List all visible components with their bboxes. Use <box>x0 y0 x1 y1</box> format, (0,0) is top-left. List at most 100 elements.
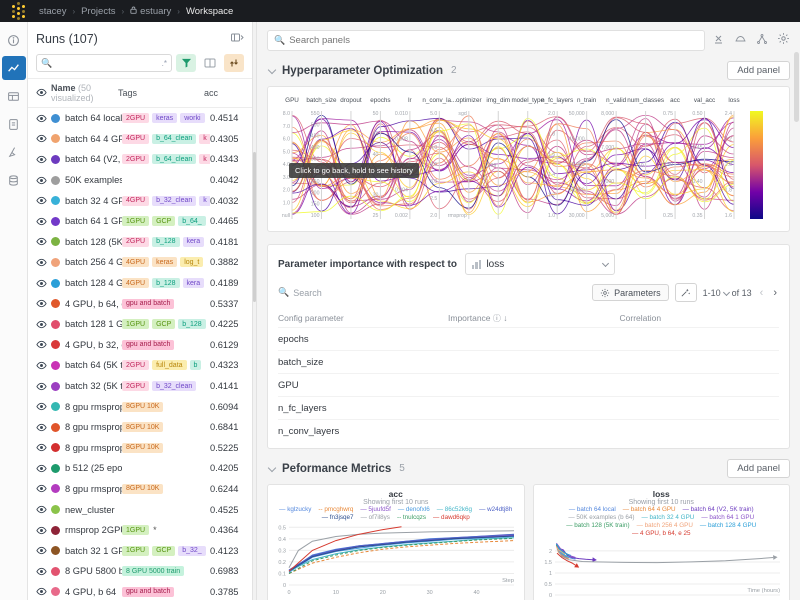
page-range[interactable]: 1-10 <box>702 287 721 298</box>
pc-axis-label[interactable]: optimizer <box>456 97 482 104</box>
metric-select-dropdown[interactable]: loss <box>464 253 615 275</box>
run-row[interactable]: batch 64 (V2, 5K train)2GPUb_64_cleank0.… <box>28 149 252 170</box>
column-header-tags[interactable]: Tags <box>118 88 138 98</box>
visibility-eye-icon[interactable] <box>36 566 51 577</box>
runs-scrollbar[interactable] <box>253 152 256 302</box>
runs-search-box[interactable]: 🔍 .* <box>36 54 172 72</box>
run-row[interactable]: 8 gpu rmsprop b 128 e 508GPU 10K 0.6841 <box>28 417 252 438</box>
artifacts-database-icon[interactable] <box>2 168 26 192</box>
run-row[interactable]: new_cluster 0.4525 <box>28 499 252 520</box>
legend-item[interactable]: — batch 128 (5K train) <box>566 522 630 529</box>
collapse-panel-icon[interactable] <box>231 30 244 48</box>
run-row[interactable]: rmsprop 2GPU 1GPU * 0.4364 <box>28 520 252 541</box>
panel-search-box[interactable]: 🔍 <box>267 30 705 51</box>
prev-page-chevron[interactable]: ‹ <box>759 286 764 299</box>
run-row[interactable]: batch 64 local 2GPU keras worki 0.4514 <box>28 108 252 129</box>
legend-item[interactable]: — w24dtj8h <box>479 506 513 513</box>
run-row[interactable]: 8 GPU 5800 b 1288 GPU 5000 train 0.6983 <box>28 561 252 582</box>
legend-item[interactable]: — batch 64 1 GPU <box>701 514 755 521</box>
legend-item[interactable]: — batch 128 4 GPU <box>699 522 757 529</box>
legend-item[interactable]: — kglzucky <box>279 506 312 513</box>
data-series-line[interactable] <box>288 526 402 572</box>
sort-button[interactable] <box>224 54 244 72</box>
wandb-logo-icon[interactable] <box>12 2 25 20</box>
importance-row[interactable]: n_fc_layers <box>278 396 779 419</box>
pc-axis-label[interactable]: batch_size <box>306 97 337 104</box>
breadcrumb-workspace[interactable]: Workspace <box>185 5 234 17</box>
pc-axis-label[interactable]: GPU <box>285 97 299 104</box>
breadcrumb-user[interactable]: stacey <box>39 5 67 17</box>
legend-item[interactable]: — fn3jsqe7 <box>321 514 354 521</box>
pc-axis-label[interactable]: loss <box>728 97 739 104</box>
run-name[interactable]: batch 128 (5K train) <box>65 236 122 247</box>
parallel-coordinates-panel[interactable]: GPU 8.0 7.0 6.0 5.0 4.0 3.0 2.0 1.0 null batch_siz… <box>267 86 790 232</box>
visibility-eye-icon[interactable] <box>36 319 51 330</box>
run-name[interactable]: 8 GPU 5800 b 128 <box>65 566 122 577</box>
visibility-eye-icon[interactable] <box>36 236 51 247</box>
visibility-eye-icon[interactable] <box>36 278 51 289</box>
run-name[interactable]: batch 64 local <box>65 113 122 124</box>
pc-axis-label[interactable]: n_valid <box>606 97 626 104</box>
runs-table-icon[interactable] <box>2 84 26 108</box>
pc-axis-label[interactable]: acc <box>670 97 680 104</box>
visibility-eye-icon[interactable] <box>36 586 51 597</box>
pc-axis-label[interactable]: model_type <box>511 97 544 104</box>
importance-row[interactable]: n_conv_layers <box>278 419 779 442</box>
pc-axis-label[interactable]: epochs <box>370 97 390 104</box>
run-name[interactable]: batch 128 1 GPU <box>65 319 122 330</box>
run-row[interactable]: 4 GPU, b 64, e 25gpu and batch 0.5337 <box>28 293 252 314</box>
data-series-line[interactable] <box>288 533 515 571</box>
visibility-eye-icon[interactable] <box>36 504 51 515</box>
overview-info-icon[interactable] <box>2 28 26 52</box>
data-series-line[interactable] <box>556 548 773 564</box>
visibility-eye-icon[interactable] <box>36 133 51 144</box>
pc-axis-label[interactable]: num_classes <box>627 97 664 104</box>
run-name[interactable]: 8 gpu rmsprop b 512 e 50 <box>65 442 122 453</box>
visibility-eye-icon[interactable] <box>36 381 51 392</box>
importance-row[interactable]: GPU <box>278 373 779 396</box>
acc-chart-panel[interactable]: acc Showing first 10 runs — kglzucky -- p… <box>267 484 525 600</box>
sweeps-broom-icon[interactable] <box>2 140 26 164</box>
run-name[interactable]: batch 64 1 GPU <box>65 216 122 227</box>
add-panel-button[interactable]: Add panel <box>727 61 790 80</box>
runs-search-input[interactable] <box>55 58 162 68</box>
column-header-correlation[interactable]: Correlation <box>619 313 662 323</box>
visibility-eye-icon[interactable] <box>36 154 51 165</box>
chevron-down-icon[interactable] <box>267 65 277 74</box>
run-name[interactable]: batch 256 4 GPU <box>65 257 122 268</box>
visibility-eye-icon[interactable] <box>36 195 51 206</box>
section-title[interactable]: Hyperparameter Optimization <box>282 64 444 77</box>
next-page-chevron[interactable]: › <box>773 286 777 299</box>
panel-search-input[interactable] <box>289 35 698 46</box>
visibility-eye-icon[interactable] <box>36 113 51 124</box>
run-name[interactable]: 8 gpu rmsprop 64 e 50 <box>65 401 122 412</box>
legend-item[interactable]: — batch 64 4 GPU <box>622 506 676 513</box>
visibility-eye-icon[interactable] <box>36 442 51 453</box>
legend-item[interactable]: — batch 256 4 GPU <box>636 522 693 529</box>
run-name[interactable]: 8 gpu rmsprop b 128 e 50 <box>65 422 122 433</box>
column-header-name[interactable]: Name (50 visualized) <box>51 83 94 103</box>
legend-item[interactable]: — 4 GPU, b 64, e 25 <box>632 530 691 537</box>
legend-item[interactable]: — 86c52k6g <box>436 506 473 513</box>
visibility-eye-icon[interactable] <box>36 216 51 227</box>
data-series-line[interactable] <box>288 540 515 574</box>
legend-item[interactable]: — dawd6qkp <box>433 514 470 521</box>
importance-search-input[interactable]: Search <box>293 287 322 298</box>
pc-axis-label[interactable]: img_dim <box>486 97 510 104</box>
legend-item[interactable]: — of7il8ys <box>360 514 390 521</box>
breadcrumb-project[interactable]: estuary <box>130 6 171 17</box>
add-panel-button[interactable]: Add panel <box>727 459 790 478</box>
run-name[interactable]: batch 32 1 GPU <box>65 545 122 556</box>
export-icon[interactable] <box>713 32 725 50</box>
data-series-line[interactable] <box>288 535 515 572</box>
run-name[interactable]: 50K examples (b 64) <box>65 175 122 186</box>
run-row[interactable]: 50K examples (b 64) 0.4042 <box>28 170 252 191</box>
visibility-eye-icon[interactable] <box>36 463 51 474</box>
run-row[interactable]: 8 gpu rmsprop b 512 e 508GPU 10K 0.5225 <box>28 438 252 459</box>
visibility-eye-icon[interactable] <box>36 483 51 494</box>
run-name[interactable]: new_cluster <box>65 504 115 515</box>
run-name[interactable]: 4 GPU, b 64 <box>65 586 117 597</box>
